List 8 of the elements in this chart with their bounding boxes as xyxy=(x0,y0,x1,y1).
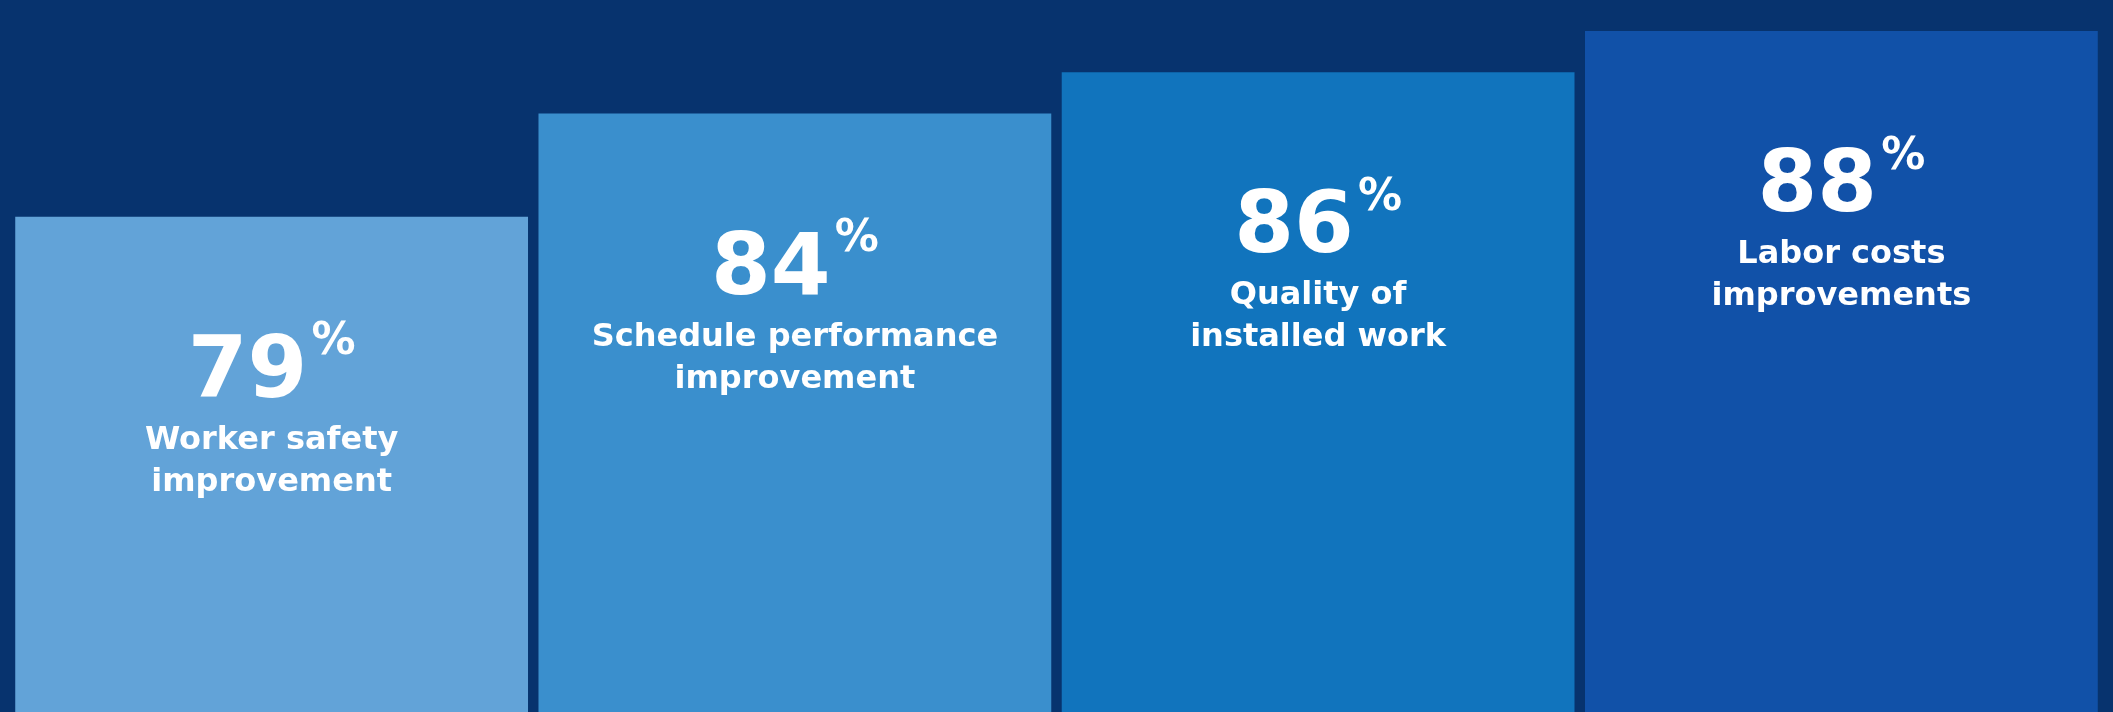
data-label: 79% xyxy=(187,313,356,417)
x-tick-label: Labor costs improvements xyxy=(1711,233,1972,313)
x-tick-label: Schedule performance improvement xyxy=(591,315,999,396)
x-tick-label: Quality of installed work xyxy=(1190,274,1447,355)
data-label: 86% xyxy=(1234,168,1403,273)
x-tick-label: Worker safety improvement xyxy=(144,418,399,499)
data-label: 84% xyxy=(710,210,879,314)
data-label: 88% xyxy=(1757,127,1926,231)
